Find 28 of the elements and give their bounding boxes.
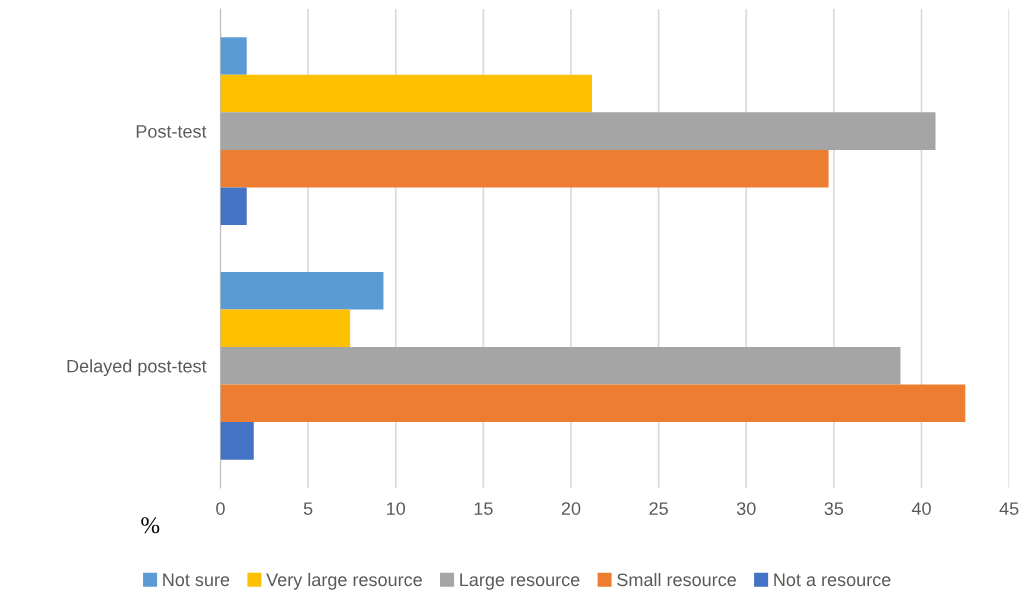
- x-tick-label: 20: [561, 502, 581, 515]
- x-tick-label: 15: [474, 502, 493, 515]
- x-tick-label: 10: [387, 502, 406, 515]
- legend-label: Not a resource: [774, 573, 891, 587]
- bar: [220, 309, 351, 348]
- x-tick-label: 30: [736, 502, 756, 515]
- legend-label: Large resource: [460, 573, 580, 590]
- x-tick-label: 5: [303, 502, 313, 515]
- y-tick-label: Delayed post-test: [67, 359, 207, 377]
- x-tick-label: 35: [824, 502, 844, 515]
- bar: [220, 74, 593, 113]
- x-tick-label: 45: [999, 502, 1019, 515]
- bar: [220, 37, 247, 75]
- x-tick-label: 25: [649, 502, 668, 515]
- bar: [220, 271, 384, 310]
- bar: [220, 187, 247, 225]
- bar: [220, 149, 829, 188]
- legend-label: Small resource: [617, 572, 736, 587]
- bar: [220, 112, 936, 150]
- bar: [220, 384, 966, 423]
- x-axis-title: %: [141, 517, 160, 534]
- bar: [220, 422, 254, 460]
- bar: [220, 347, 901, 385]
- legend-label: Very large resource: [266, 572, 422, 590]
- x-tick-label: 0: [216, 502, 225, 515]
- legend-label: Not sure: [163, 573, 230, 587]
- x-tick-label: 40: [911, 502, 931, 515]
- y-tick-label: Post-test: [136, 125, 207, 138]
